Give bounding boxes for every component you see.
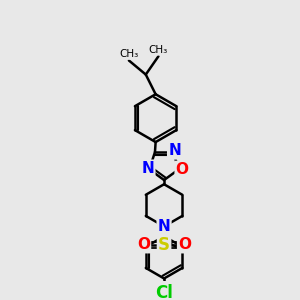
Text: S: S: [158, 236, 170, 254]
Text: Cl: Cl: [155, 284, 173, 300]
Text: O: O: [178, 237, 191, 252]
Text: O: O: [137, 237, 150, 252]
Text: CH₃: CH₃: [119, 49, 139, 59]
Text: N: N: [168, 143, 181, 158]
Text: O: O: [176, 162, 189, 177]
Text: N: N: [158, 219, 170, 234]
Text: N: N: [142, 161, 154, 176]
Text: CH₃: CH₃: [149, 45, 168, 55]
